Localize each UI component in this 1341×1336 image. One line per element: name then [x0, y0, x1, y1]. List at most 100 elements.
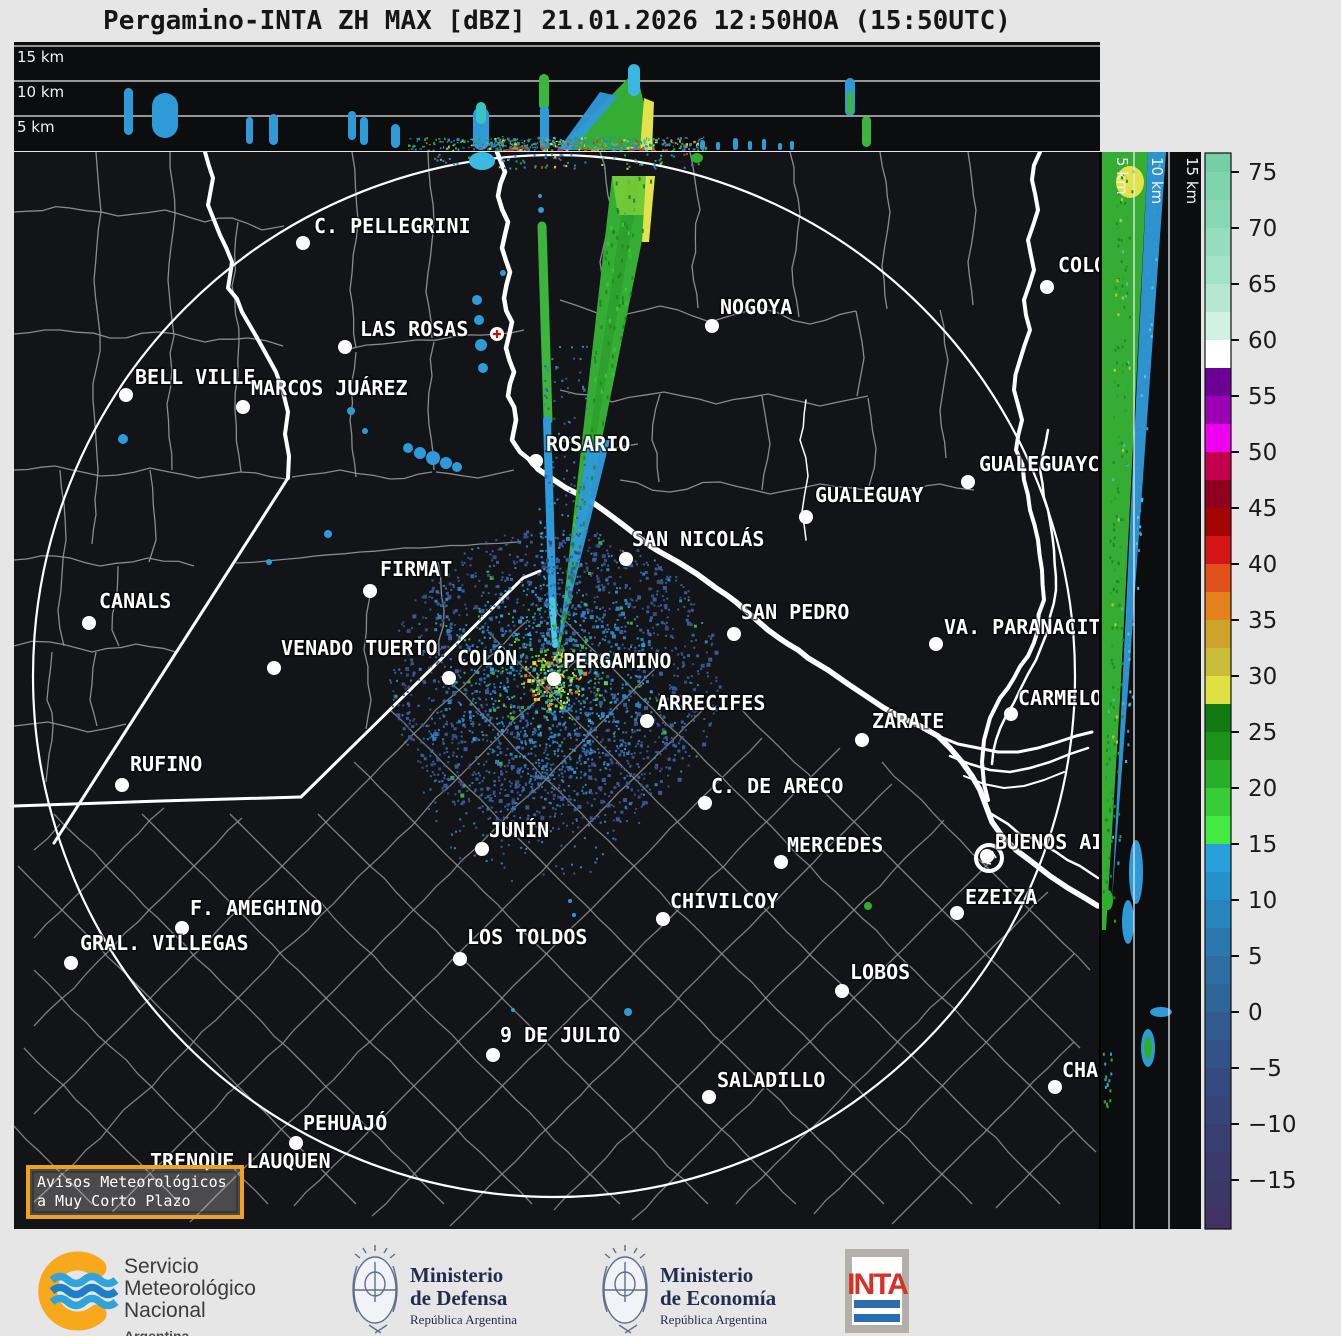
clutter-speck — [510, 540, 513, 543]
clutter-speck — [488, 708, 492, 712]
clutter-speck — [586, 569, 589, 572]
clutter-speck — [575, 767, 578, 770]
clutter-speck — [575, 677, 578, 680]
clutter-speck — [534, 836, 537, 839]
clutter-speck — [610, 761, 614, 765]
clutter-speck — [623, 798, 627, 803]
clutter-speck — [635, 745, 637, 748]
clutter-speck — [435, 820, 438, 823]
ground-clutter-speck — [597, 138, 601, 142]
clutter-speck — [569, 595, 573, 599]
spoke-texture — [579, 505, 582, 510]
clutter-speck — [485, 760, 488, 763]
clutter-speck — [647, 701, 650, 704]
clutter-speck — [486, 788, 489, 791]
clutter-speck — [539, 620, 543, 624]
clutter-speck — [591, 609, 594, 612]
clutter-speck — [430, 749, 434, 753]
ground-clutter-speck — [439, 140, 442, 143]
ground-clutter-speck — [478, 137, 481, 141]
spoke-texture — [595, 440, 598, 444]
clutter-speck — [659, 714, 662, 717]
clutter-speck — [479, 713, 482, 716]
clutter-speck — [504, 657, 509, 662]
clutter-speck — [540, 634, 543, 637]
clutter-speck — [613, 559, 616, 562]
ground-clutter-speck — [628, 148, 630, 151]
clutter-speck — [559, 567, 562, 570]
colorbar-segment — [1205, 153, 1231, 172]
clutter-speck — [458, 635, 461, 638]
clutter-speck — [402, 621, 405, 624]
clutter-speck — [643, 793, 645, 796]
ground-clutter-speck — [634, 143, 636, 146]
clutter-speck — [447, 761, 450, 764]
spoke-texture — [613, 229, 615, 234]
clutter-speck — [633, 773, 636, 776]
clutter-speck — [486, 739, 489, 742]
clutter-speck — [525, 666, 528, 669]
ground-clutter-speck — [532, 143, 535, 145]
clutter-speck — [588, 656, 591, 659]
city-dot-san-pedro — [727, 627, 741, 641]
clutter-speck — [440, 676, 443, 678]
clutter-speck — [490, 667, 494, 672]
map-label-mercedes: MERCEDES — [787, 833, 883, 857]
ground-clutter-speck — [440, 141, 444, 143]
clutter-speck — [594, 694, 597, 697]
clutter-speck — [565, 641, 569, 645]
clutter-speck — [571, 576, 574, 579]
ns-echo-yellow — [1116, 166, 1144, 198]
ground-clutter-speck — [497, 143, 501, 146]
clutter-speck — [682, 586, 685, 589]
clutter-speck — [704, 640, 708, 644]
clutter-speck — [557, 795, 561, 799]
clutter-speck — [500, 845, 503, 848]
clutter-speck — [558, 784, 561, 787]
ground-clutter-speck — [450, 141, 453, 143]
clutter-speck — [491, 858, 493, 861]
ground-clutter-speck — [654, 141, 658, 144]
spoke-texture — [615, 181, 618, 186]
clutter-speck — [608, 662, 611, 665]
ns-echo-speck — [1128, 703, 1131, 707]
ground-clutter-speck — [514, 141, 517, 144]
clutter-speck — [586, 345, 588, 348]
ns-echo-speck — [1127, 644, 1130, 648]
clutter-speck — [552, 797, 555, 800]
clutter-speck — [510, 808, 513, 810]
ns-echo-speck — [1137, 586, 1140, 590]
clutter-speck — [561, 395, 563, 398]
clutter-speck — [633, 618, 636, 621]
clutter-speck — [517, 556, 520, 558]
ground-clutter-speck — [549, 139, 551, 141]
clutter-speck — [569, 679, 573, 683]
clutter-speck — [443, 774, 446, 777]
warning-line2: a Muy Corto Plazo — [37, 1192, 191, 1210]
clutter-speck — [642, 800, 646, 804]
clutter-speck — [589, 707, 593, 711]
clutter-speck — [524, 668, 527, 671]
clutter-speck — [595, 846, 598, 849]
clutter-speck — [496, 675, 499, 678]
clutter-speck — [612, 732, 615, 735]
spoke-texture — [608, 261, 610, 266]
clutter-speck — [496, 723, 499, 725]
ground-clutter-speck — [679, 137, 682, 140]
clutter-speck — [530, 534, 533, 537]
clutter-speck — [556, 498, 559, 501]
clutter-speck — [544, 388, 547, 390]
clutter-speck — [530, 790, 533, 793]
clutter-speck — [656, 649, 660, 653]
clutter-speck — [448, 618, 451, 621]
ground-clutter-speck — [439, 147, 442, 150]
clutter-speck — [635, 703, 640, 708]
ground-clutter-speck — [593, 141, 595, 144]
clutter-speck — [659, 770, 662, 772]
ground-clutter-speck — [489, 147, 491, 150]
echo-blob — [538, 207, 544, 213]
ground-clutter-speck — [575, 143, 578, 145]
ns-echo-speck — [1113, 805, 1116, 808]
clutter-speck — [560, 689, 564, 693]
clutter-speck — [581, 656, 584, 659]
